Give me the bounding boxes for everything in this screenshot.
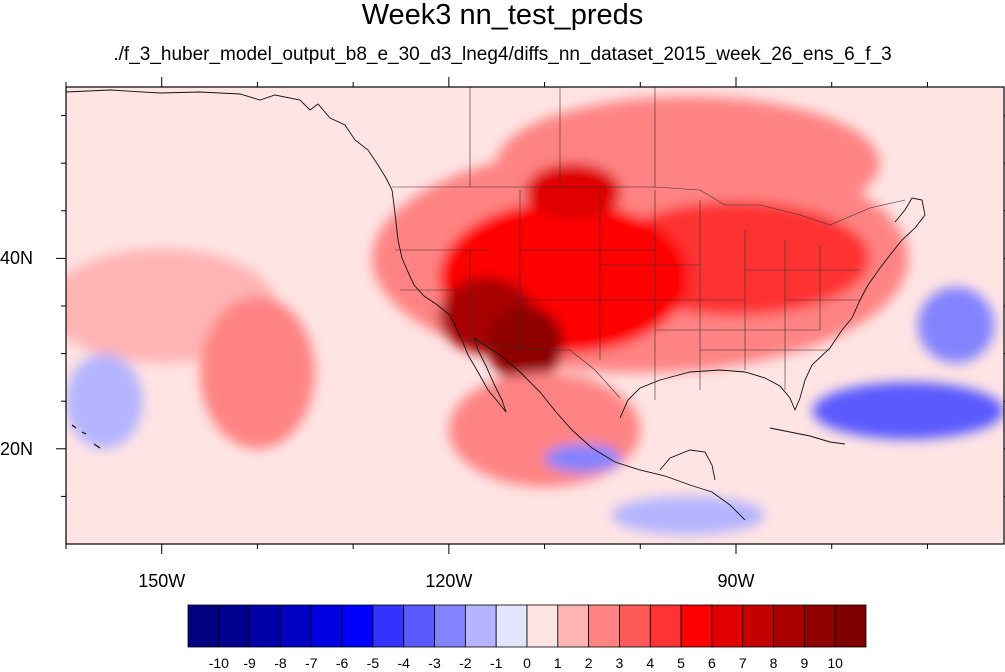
colorbar-swatch	[310, 604, 343, 648]
colorbar-label: -1	[489, 655, 503, 671]
colorbar-label: 1	[553, 655, 562, 671]
colorbar	[187, 604, 867, 648]
colorbar-swatch	[526, 604, 559, 648]
lat-label: 40N	[0, 248, 34, 269]
colorbar-swatch	[803, 604, 836, 648]
colorbar-label: -2	[459, 655, 472, 671]
anomaly-region-9	[448, 372, 641, 487]
colorbar-swatch	[557, 604, 590, 648]
map-title: Week3 nn_test_preds	[361, 0, 644, 31]
colorbar-swatch	[341, 604, 374, 648]
anomaly-region-1	[199, 296, 315, 449]
lon-label: 90W	[717, 571, 755, 591]
colorbar-label: -4	[397, 655, 410, 671]
political-boundaries	[392, 87, 906, 400]
colorbar-label: -10	[208, 655, 229, 671]
colorbar-label: 6	[708, 655, 716, 671]
colorbar-swatch	[588, 604, 620, 648]
lat-label: 20N	[0, 438, 34, 459]
lon-label: 120W	[425, 571, 473, 591]
colorbar-swatch	[742, 604, 774, 648]
map-plot-area	[66, 87, 1004, 544]
colorbar-label: -8	[274, 655, 287, 671]
coastline-outline	[66, 89, 926, 521]
colorbar-label: 0	[523, 655, 531, 671]
anomaly-field	[66, 96, 1004, 535]
colorbar-label: 2	[584, 655, 593, 671]
colorbar-label: 5	[677, 655, 685, 671]
colorbar-label: -6	[335, 655, 349, 671]
colorbar-swatch	[403, 604, 435, 648]
colorbar-swatch	[372, 604, 405, 648]
anomaly-region-14	[611, 496, 765, 535]
colorbar-swatch	[464, 604, 497, 648]
colorbar-swatch	[280, 604, 312, 648]
lon-label: 150W	[138, 571, 186, 591]
colorbar-label: -7	[305, 655, 318, 671]
anomaly-region-11	[917, 286, 995, 364]
anomaly-region-6	[525, 163, 622, 221]
colorbar-swatch	[711, 604, 744, 648]
colorbar-swatch	[218, 604, 251, 648]
anomaly-region-13	[544, 444, 622, 473]
colorbar-swatch	[773, 604, 805, 648]
colorbar-swatch	[249, 604, 281, 648]
anomaly-region-8	[487, 305, 564, 383]
anomaly-region-12	[66, 353, 143, 449]
colorbar-label: 8	[769, 655, 778, 671]
colorbar-swatch	[495, 604, 528, 648]
colorbar-label: 7	[738, 655, 747, 671]
colorbar-swatch	[834, 604, 867, 648]
colorbar-label: -3	[428, 655, 441, 671]
colorbar-label: -5	[366, 655, 380, 671]
colorbar-swatch	[619, 604, 651, 648]
colorbar-swatch	[434, 604, 466, 648]
map-frame	[65, 86, 1005, 545]
colorbar-swatch	[680, 604, 713, 648]
colorbar-label: -9	[243, 655, 256, 671]
colorbar-label: 4	[646, 655, 655, 671]
colorbar-label: 10	[827, 655, 843, 671]
colorbar-label: 3	[615, 655, 624, 671]
colorbar-label: 9	[800, 655, 809, 671]
colorbar-swatch	[649, 604, 682, 648]
colorbar-swatch	[187, 604, 220, 648]
anomaly-region-10	[812, 382, 1004, 440]
map-subtitle: ./f_3_huber_model_output_b8_e_30_d3_lneg…	[113, 44, 892, 65]
